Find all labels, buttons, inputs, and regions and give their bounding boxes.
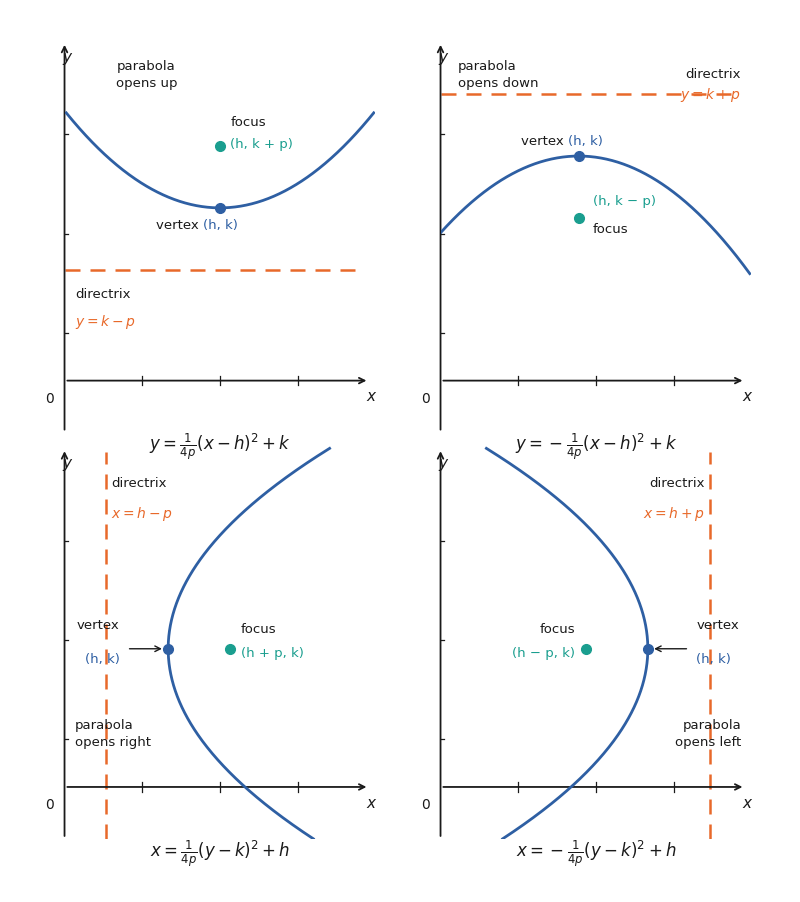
Text: y: y xyxy=(438,50,447,65)
Text: directrix: directrix xyxy=(686,68,741,80)
Text: (h, k): (h, k) xyxy=(696,652,731,666)
Text: 0: 0 xyxy=(46,391,54,406)
Text: x: x xyxy=(742,389,751,404)
Text: directrix: directrix xyxy=(650,476,705,490)
Text: $y = k - p$: $y = k - p$ xyxy=(75,312,136,330)
Text: vertex: vertex xyxy=(77,619,120,631)
Text: y: y xyxy=(62,50,71,65)
Text: directrix: directrix xyxy=(75,288,130,301)
Text: x: x xyxy=(742,795,751,810)
Text: $y = k + p$: $y = k + p$ xyxy=(680,86,741,104)
Text: 0: 0 xyxy=(46,797,54,812)
Text: parabola
opens down: parabola opens down xyxy=(458,60,538,90)
Text: $y = \frac{1}{4p}(x - h)^2 + k$: $y = \frac{1}{4p}(x - h)^2 + k$ xyxy=(149,431,291,462)
Text: parabola
opens left: parabola opens left xyxy=(675,718,741,748)
Text: y: y xyxy=(62,456,71,471)
Text: $x = \frac{1}{4p}(y - k)^2 + h$: $x = \frac{1}{4p}(y - k)^2 + h$ xyxy=(150,837,290,868)
Text: directrix: directrix xyxy=(111,476,166,490)
Text: (h, k): (h, k) xyxy=(568,135,603,148)
Text: parabola
opens up: parabola opens up xyxy=(116,60,178,90)
Text: vertex: vertex xyxy=(522,135,568,148)
Text: (h, k): (h, k) xyxy=(85,652,120,666)
Text: focus: focus xyxy=(540,621,575,635)
Text: $x = h + p$: $x = h + p$ xyxy=(643,504,705,522)
Text: vertex: vertex xyxy=(696,619,739,631)
Text: (h, k + p): (h, k + p) xyxy=(230,138,294,152)
Text: 0: 0 xyxy=(422,797,430,812)
Text: x: x xyxy=(366,389,375,404)
Text: focus: focus xyxy=(593,223,628,235)
Text: (h + p, k): (h + p, k) xyxy=(241,646,304,659)
Text: (h, k − p): (h, k − p) xyxy=(593,195,655,208)
Text: vertex: vertex xyxy=(156,219,202,232)
Text: focus: focus xyxy=(230,115,266,129)
Text: (h, k): (h, k) xyxy=(202,219,238,232)
Text: focus: focus xyxy=(241,621,276,635)
Text: x: x xyxy=(366,795,375,810)
Text: $y = -\frac{1}{4p}(x - h)^2 + k$: $y = -\frac{1}{4p}(x - h)^2 + k$ xyxy=(515,431,677,462)
Text: parabola
opens right: parabola opens right xyxy=(75,718,151,748)
Text: (h − p, k): (h − p, k) xyxy=(512,646,575,659)
Text: 0: 0 xyxy=(422,391,430,406)
Text: $x = -\frac{1}{4p}(y - k)^2 + h$: $x = -\frac{1}{4p}(y - k)^2 + h$ xyxy=(516,837,676,868)
Text: $x = h - p$: $x = h - p$ xyxy=(111,504,173,522)
Text: y: y xyxy=(438,456,447,471)
